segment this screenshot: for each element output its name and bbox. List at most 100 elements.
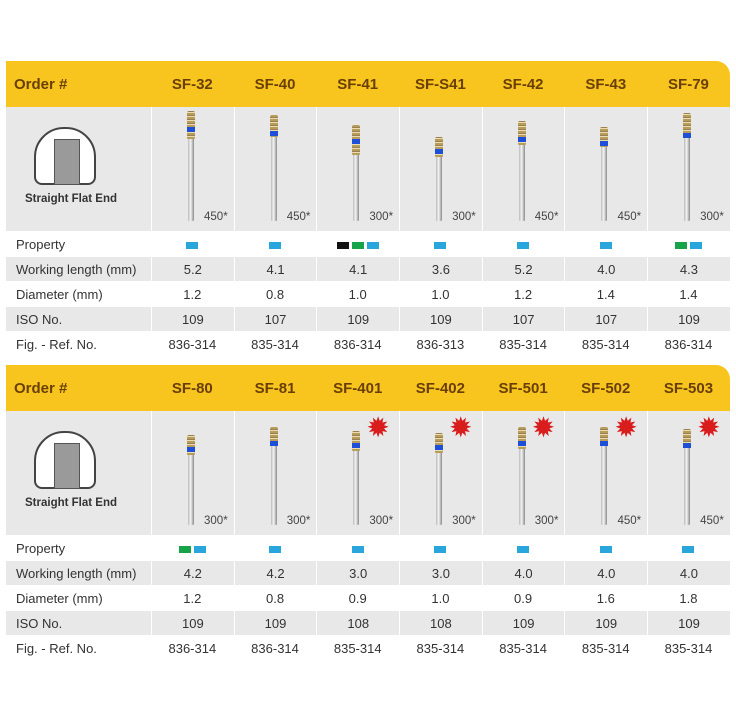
diameter-value: 1.2 [183,590,202,606]
profile-cell: Straight Flat End [6,411,151,535]
rpm-label: 300* [700,211,724,223]
row-label: ISO No. [16,311,63,327]
bur-head [517,121,526,145]
property-cell [399,237,482,252]
bur-image-icon [269,115,278,221]
bur-cell: ✹ 450* [564,411,647,535]
property-swatches [336,241,379,249]
iso-value: 109 [233,610,317,636]
bur-head [187,111,195,139]
row-label: Property [16,236,66,252]
new-badge-icon: ✹ [449,412,473,443]
diameter-value: 1.6 [596,590,615,606]
product-table-2: Order # SF-80 SF-81 SF-401 SF-402 SF-501 SF-50… [6,365,730,660]
new-badge-icon: ✹ [366,412,390,443]
profile-cell: Straight Flat End [6,107,151,231]
property-swatch-icon [689,241,702,249]
iso-value: 108 [399,610,482,636]
ref-value: 835-314 [581,640,630,656]
working-length-value: 3.6 [399,256,482,282]
header-row: Order # SF-80 SF-81 SF-401 SF-402 SF-501 SF-50… [6,365,730,411]
ref-value: 835-314 [499,336,547,352]
iso-value: 107 [564,306,647,332]
iso-value: 107 [481,306,565,332]
row-label: Fig. - Ref. No. [16,640,97,656]
bur-image-icon [187,435,195,525]
property-cell [151,237,234,252]
diameter-value: 1.8 [679,590,698,606]
bur-cell: 450* [564,107,647,231]
bur-image-icon [352,431,361,525]
order-label: Order # [14,75,68,93]
working-length-value: 4.0 [647,560,730,586]
product-code: SF-41 [337,75,379,93]
diameter-value: 1.2 [514,286,533,302]
product-code: SF-80 [171,379,213,397]
bur-head [683,113,692,137]
diameter-value: 0.9 [348,590,367,606]
row-label: Fig. - Ref. No. [16,336,97,352]
rpm-label: 300* [369,211,394,223]
order-label: Order # [14,379,68,397]
rpm-label: 300* [534,515,559,527]
header-row: Order # SF-32 SF-40 SF-41 SF-S41 SF-42 SF-43 SF… [6,61,730,107]
ref-value: 835-314 [333,640,382,656]
property-swatch-icon [366,241,379,249]
bur-head [600,427,609,445]
iso-value: 109 [151,306,234,332]
ref-value: 836-314 [333,336,382,352]
product-table-1: Order # SF-32 SF-40 SF-41 SF-S41 SF-42 SF-43 SF… [6,61,730,356]
new-badge-icon: ✹ [614,412,638,443]
property-swatches [517,545,530,553]
property-row: Property [6,535,730,560]
profile-label: Straight Flat End [25,193,117,205]
row-label: Working length (mm) [16,565,137,581]
property-swatches [269,241,282,249]
working-length-value: 4.0 [481,560,565,586]
property-swatch-icon [517,241,530,249]
property-cell [564,237,647,252]
bur-cell: 300* [316,107,399,231]
row-label: Diameter (mm) [16,286,103,302]
bur-image-icon [269,427,278,525]
image-row: Straight Flat End 450* 450* 300* 300* 450* 450… [6,107,730,231]
product-code: SF-42 [502,75,544,93]
iso-value: 109 [647,306,730,332]
property-swatch-icon [599,545,612,553]
ref-row: Fig. - Ref. No. 836-314 835-314 836-314 836-… [6,331,730,356]
property-cell [482,541,565,556]
iso-value: 107 [233,306,317,332]
bur-band [352,139,361,144]
working-length-value: 4.2 [151,560,234,586]
property-swatch-icon [434,241,447,249]
bur-head [352,431,361,451]
bur-cell: 300* [647,107,730,231]
rpm-label: 450* [286,211,311,223]
bur-cell: 450* [481,107,565,231]
bur-image-icon [435,433,444,525]
property-cell [482,237,565,252]
property-cell [316,541,399,556]
bur-band [600,141,609,146]
property-swatches [269,545,282,553]
bur-band [269,131,278,136]
working-length-value: 4.1 [233,256,317,282]
bur-cell: 300* [151,411,234,535]
bur-band [435,149,444,154]
property-swatches [599,241,612,249]
working-length-value: 4.0 [564,560,647,586]
profile-inner [54,443,80,489]
property-swatch-icon [351,545,364,553]
property-swatch-icon [517,545,530,553]
property-swatches [517,241,530,249]
property-swatches [682,545,695,553]
bur-head [435,433,444,453]
iso-value: 109 [399,306,482,332]
working-length-value: 4.0 [564,256,647,282]
iso-value: 109 [481,610,565,636]
property-swatches [351,545,364,553]
iso-value: 109 [564,610,647,636]
property-swatch-icon [434,545,447,553]
property-swatch-icon [351,241,364,249]
property-swatches [178,545,206,553]
